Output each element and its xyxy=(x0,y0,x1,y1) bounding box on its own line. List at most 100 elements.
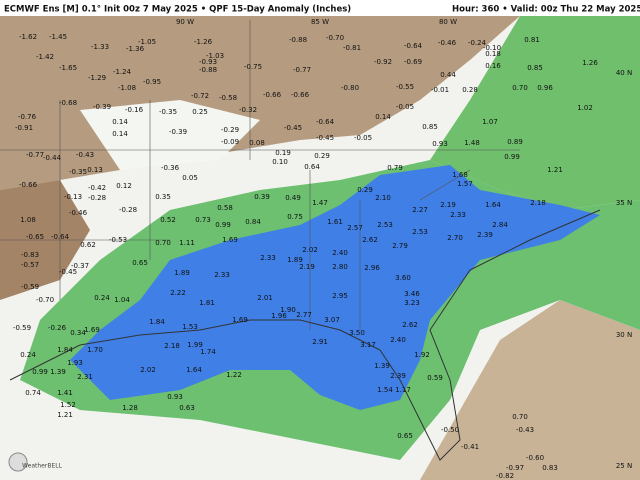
anomaly-value: 2.96 xyxy=(364,264,380,272)
anomaly-value: 1.93 xyxy=(67,359,83,367)
anomaly-value: -0.42 xyxy=(88,184,106,192)
state-borders xyxy=(0,20,520,330)
anomaly-value: 0.29 xyxy=(314,152,330,160)
anomaly-value: -0.46 xyxy=(69,209,88,217)
anomaly-value: 2.77 xyxy=(296,311,312,319)
anomaly-value: -1.45 xyxy=(49,33,67,41)
anomaly-value: 1.53 xyxy=(182,323,198,331)
anomaly-value: 0.74 xyxy=(25,389,41,397)
anomaly-value: -0.65 xyxy=(26,233,44,241)
anomaly-value: 0.44 xyxy=(440,71,456,79)
anomaly-value: -0.10 xyxy=(483,44,501,52)
anomaly-value: -0.68 xyxy=(59,99,77,107)
anomaly-value: 3.60 xyxy=(395,274,411,282)
anomaly-value: 2.40 xyxy=(390,336,406,344)
anomaly-value: 1.69 xyxy=(232,316,248,324)
anomaly-value: 0.79 xyxy=(387,164,403,172)
anomaly-value: -0.91 xyxy=(15,124,33,132)
anomaly-value: 1.41 xyxy=(57,389,73,397)
anomaly-value: 2.02 xyxy=(302,246,318,254)
lon-label: 90 W xyxy=(176,18,194,26)
anomaly-value: 3.46 xyxy=(404,290,420,298)
logo-icon xyxy=(8,452,28,472)
anomaly-value: 1.39 xyxy=(374,362,390,370)
anomaly-value: 2.02 xyxy=(140,366,156,374)
anomaly-value: 1.21 xyxy=(57,411,73,419)
anomaly-value: -0.24 xyxy=(468,39,487,47)
anomaly-value: -0.77 xyxy=(293,66,311,74)
anomaly-value: -0.64 xyxy=(316,118,335,126)
anomaly-value: -0.88 xyxy=(199,66,217,74)
anomaly-value: 2.33 xyxy=(214,271,230,279)
anomaly-value: 2.80 xyxy=(332,263,348,271)
anomaly-value: 0.99 xyxy=(32,368,48,376)
anomaly-value: 1.39 xyxy=(50,368,66,376)
anomaly-value: 0.70 xyxy=(512,413,528,421)
anomaly-value: 0.85 xyxy=(527,64,543,72)
anomaly-value: 2.70 xyxy=(447,234,463,242)
anomaly-value: 1.70 xyxy=(87,346,103,354)
anomaly-value: 0.99 xyxy=(215,221,231,229)
anomaly-value: -0.55 xyxy=(396,83,414,91)
anomaly-value: -1.26 xyxy=(194,38,213,46)
anomaly-value: -0.45 xyxy=(284,124,302,132)
anomaly-value: -0.26 xyxy=(48,324,67,332)
anomaly-value: 0.14 xyxy=(375,113,391,121)
anomaly-value: 0.24 xyxy=(94,294,110,302)
anomaly-value: 0.35 xyxy=(155,193,171,201)
anomaly-value: -0.43 xyxy=(76,151,94,159)
anomaly-value: -1.05 xyxy=(138,38,156,46)
anomaly-value: -0.09 xyxy=(221,138,239,146)
anomaly-value: 1.11 xyxy=(179,239,195,247)
anomaly-value: 0.14 xyxy=(112,130,128,138)
anomaly-value: -0.36 xyxy=(161,164,180,172)
anomaly-value: -0.28 xyxy=(88,194,106,202)
anomaly-value: -0.01 xyxy=(431,86,449,94)
anomaly-value: 0.81 xyxy=(524,36,540,44)
lat-label: 35 N xyxy=(616,199,632,207)
anomaly-value: -0.05 xyxy=(354,134,372,142)
anomaly-value: 1.22 xyxy=(226,371,242,379)
lat-label: 40 N xyxy=(616,69,632,77)
header-bar xyxy=(0,0,640,16)
anomaly-value: -0.45 xyxy=(316,134,334,142)
anomaly-value: 2.53 xyxy=(412,228,428,236)
anomaly-value: 1.02 xyxy=(577,104,593,112)
anomaly-value: -0.75 xyxy=(244,63,262,71)
anomaly-value: 0.25 xyxy=(192,108,208,116)
anomaly-value: -0.37 xyxy=(71,262,89,270)
anomaly-value: 1.89 xyxy=(287,256,303,264)
anomaly-value: 0.18 xyxy=(485,50,501,58)
anomaly-value: 0.84 xyxy=(245,218,261,226)
anomaly-value: 1.04 xyxy=(114,296,130,304)
anomaly-value: 1.21 xyxy=(547,166,563,174)
anomaly-value: 2.91 xyxy=(312,338,328,346)
anomaly-value: -1.42 xyxy=(36,53,54,61)
anomaly-value: 2.22 xyxy=(170,289,186,297)
anomaly-value: -0.76 xyxy=(18,113,37,121)
anomaly-value: -0.53 xyxy=(109,236,127,244)
lon-label: 80 W xyxy=(439,18,457,26)
anomaly-value: 0.13 xyxy=(87,166,103,174)
anomaly-value: 0.14 xyxy=(112,118,128,126)
anomaly-value: -0.44 xyxy=(43,154,62,162)
anomaly-value: -0.46 xyxy=(438,39,457,47)
anomaly-value: -0.77 xyxy=(26,151,44,159)
anomaly-value: 2.53 xyxy=(377,221,393,229)
anomaly-value: -1.08 xyxy=(118,84,136,92)
anomaly-value: -0.95 xyxy=(143,78,161,86)
anomaly-value: 2.62 xyxy=(402,321,418,329)
anomaly-value: 3.50 xyxy=(349,329,365,337)
anomaly-value: 0.12 xyxy=(116,182,132,190)
anomaly-value: -0.28 xyxy=(119,206,137,214)
header-title: ECMWF Ens [M] 0.1° Init 00z 7 May 2025 •… xyxy=(4,5,351,15)
anomaly-value: 0.62 xyxy=(80,241,96,249)
anomaly-value: 0.65 xyxy=(397,432,413,440)
anomaly-value: 2.57 xyxy=(347,224,363,232)
anomaly-value: -0.59 xyxy=(21,283,39,291)
anomaly-value: 2.39 xyxy=(477,231,493,239)
anomaly-value: -0.29 xyxy=(221,126,239,134)
anomaly-value: 2.18 xyxy=(164,342,180,350)
header-valid: Hour: 360 • Valid: 00z Thu 22 May 2025 xyxy=(452,5,640,15)
